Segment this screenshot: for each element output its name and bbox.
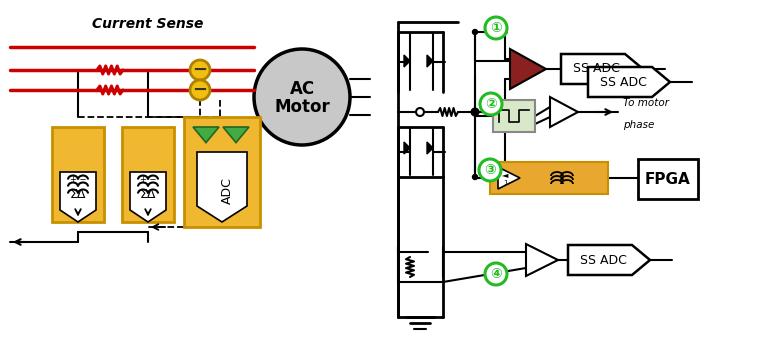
Text: SS ADC: SS ADC bbox=[580, 253, 626, 266]
Text: Motor: Motor bbox=[274, 98, 330, 116]
Text: −: − bbox=[193, 81, 207, 99]
FancyBboxPatch shape bbox=[52, 127, 104, 222]
Text: ADC: ADC bbox=[220, 177, 233, 205]
FancyBboxPatch shape bbox=[122, 127, 174, 222]
Text: FPGA: FPGA bbox=[645, 171, 691, 186]
Text: ΣΔ: ΣΔ bbox=[139, 187, 156, 200]
Polygon shape bbox=[130, 172, 166, 222]
Circle shape bbox=[472, 108, 479, 116]
Text: To motor: To motor bbox=[623, 98, 669, 108]
Text: 1: 1 bbox=[503, 180, 507, 186]
Circle shape bbox=[480, 93, 502, 115]
Text: ③: ③ bbox=[484, 163, 496, 177]
Polygon shape bbox=[561, 54, 643, 84]
Polygon shape bbox=[404, 142, 410, 154]
Circle shape bbox=[503, 30, 507, 34]
Circle shape bbox=[479, 159, 501, 181]
Text: ◄: ◄ bbox=[501, 171, 508, 180]
Polygon shape bbox=[197, 152, 247, 222]
FancyBboxPatch shape bbox=[184, 117, 260, 227]
Circle shape bbox=[472, 109, 478, 115]
Circle shape bbox=[472, 174, 478, 180]
Text: SS ADC: SS ADC bbox=[572, 63, 620, 76]
Text: ①: ① bbox=[490, 21, 502, 35]
Polygon shape bbox=[427, 142, 433, 154]
FancyBboxPatch shape bbox=[493, 100, 535, 132]
Circle shape bbox=[190, 60, 210, 80]
Polygon shape bbox=[568, 245, 650, 275]
Text: SS ADC: SS ADC bbox=[600, 76, 646, 89]
Text: + −: + − bbox=[70, 175, 86, 184]
Text: ΣΔ: ΣΔ bbox=[70, 187, 86, 200]
Circle shape bbox=[503, 175, 507, 179]
Text: ②: ② bbox=[485, 97, 497, 111]
Circle shape bbox=[472, 109, 478, 115]
Text: ④: ④ bbox=[490, 267, 502, 281]
Polygon shape bbox=[550, 97, 578, 127]
Text: AC: AC bbox=[290, 80, 315, 98]
Polygon shape bbox=[193, 127, 219, 143]
Polygon shape bbox=[526, 244, 558, 276]
FancyBboxPatch shape bbox=[638, 159, 698, 199]
Circle shape bbox=[416, 108, 424, 116]
Circle shape bbox=[485, 263, 507, 285]
Text: −: − bbox=[193, 61, 207, 79]
Polygon shape bbox=[588, 67, 670, 97]
Polygon shape bbox=[60, 172, 96, 222]
Polygon shape bbox=[498, 167, 520, 189]
Circle shape bbox=[190, 80, 210, 100]
Polygon shape bbox=[404, 55, 410, 67]
Text: phase: phase bbox=[623, 120, 655, 130]
Text: Current Sense: Current Sense bbox=[92, 17, 203, 31]
Polygon shape bbox=[223, 127, 249, 143]
Polygon shape bbox=[427, 55, 433, 67]
Circle shape bbox=[254, 49, 350, 145]
FancyBboxPatch shape bbox=[490, 162, 608, 194]
Circle shape bbox=[472, 29, 478, 35]
Circle shape bbox=[485, 17, 507, 39]
Polygon shape bbox=[510, 49, 546, 89]
Text: + −: + − bbox=[139, 175, 156, 184]
